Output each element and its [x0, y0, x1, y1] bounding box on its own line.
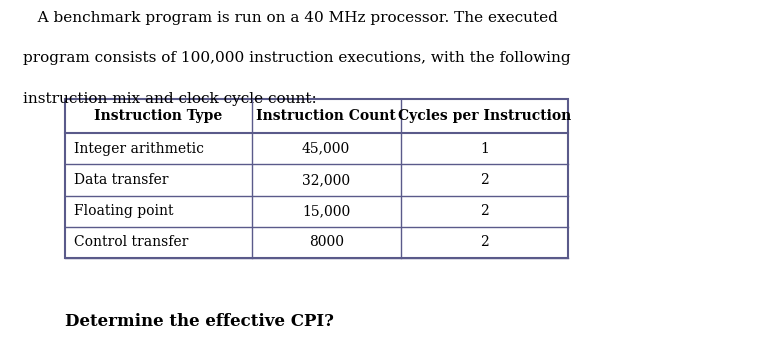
Text: 2: 2: [480, 173, 489, 187]
Text: Cycles per Instruction: Cycles per Instruction: [398, 109, 571, 123]
Text: Data transfer: Data transfer: [74, 173, 169, 187]
Text: Integer arithmetic: Integer arithmetic: [74, 142, 204, 156]
Text: Instruction Count: Instruction Count: [256, 109, 396, 123]
Text: 1: 1: [480, 142, 489, 156]
Text: A benchmark program is run on a 40 MHz processor. The executed: A benchmark program is run on a 40 MHz p…: [23, 11, 558, 24]
Text: Control transfer: Control transfer: [74, 235, 188, 250]
Text: 8000: 8000: [309, 235, 343, 250]
Text: Instruction Type: Instruction Type: [94, 109, 223, 123]
Text: 2: 2: [480, 235, 489, 250]
Text: Floating point: Floating point: [74, 204, 173, 218]
Text: 32,000: 32,000: [302, 173, 350, 187]
Text: Determine the effective CPI?: Determine the effective CPI?: [65, 313, 333, 330]
Text: 2: 2: [480, 204, 489, 218]
Text: 15,000: 15,000: [302, 204, 350, 218]
Text: 45,000: 45,000: [302, 142, 350, 156]
Text: instruction mix and clock cycle count:: instruction mix and clock cycle count:: [23, 92, 317, 106]
Text: program consists of 100,000 instruction executions, with the following: program consists of 100,000 instruction …: [23, 51, 571, 65]
